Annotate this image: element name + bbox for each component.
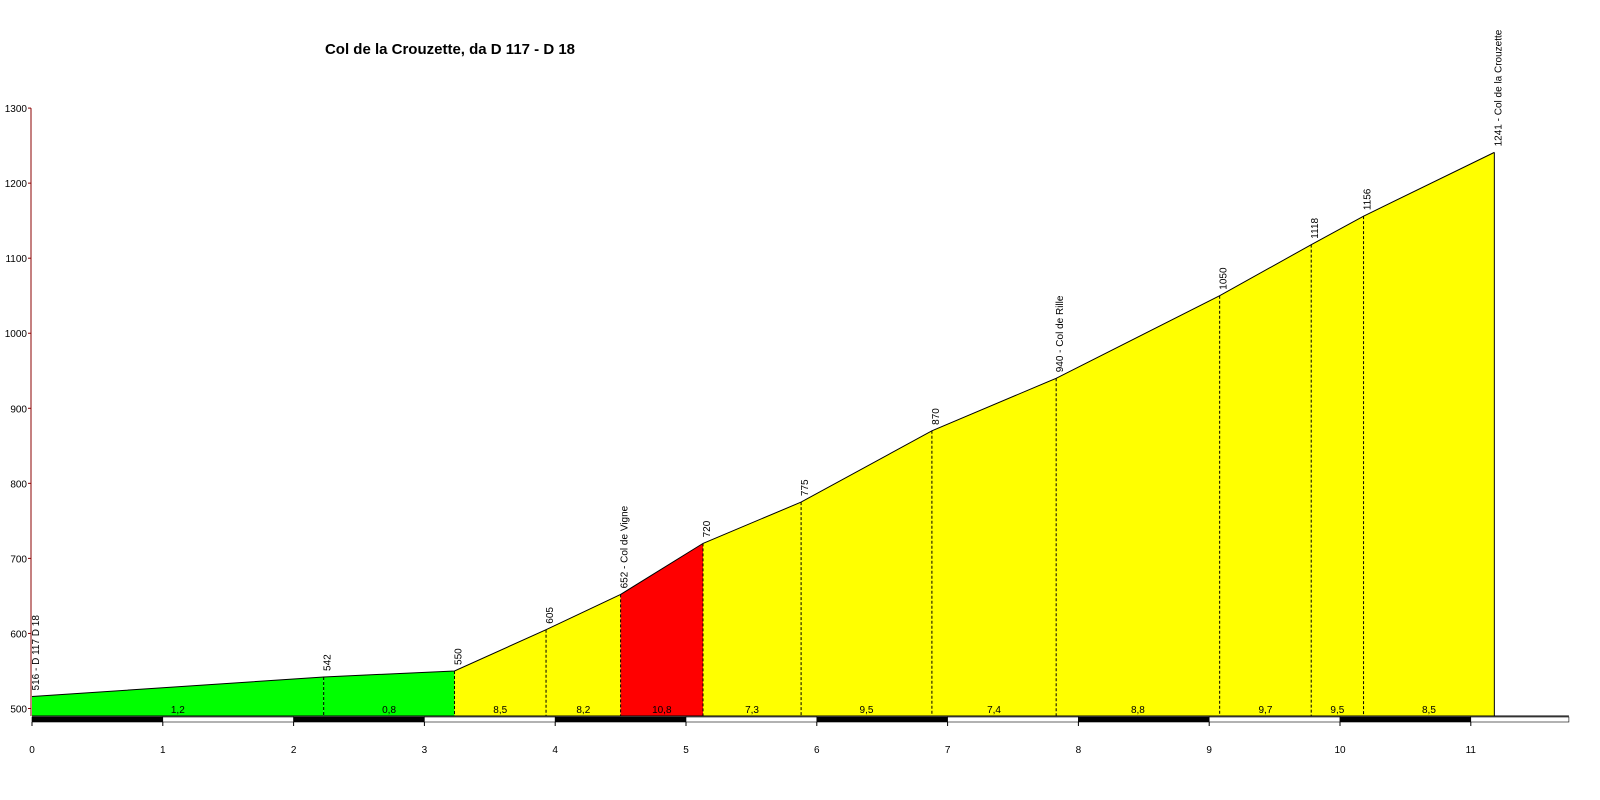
scale-bar-block	[1208, 716, 1341, 723]
km-scale-bar	[31, 716, 1570, 723]
scale-bar-block	[31, 716, 164, 723]
segment-area	[1311, 216, 1364, 717]
scale-bar-block	[1078, 716, 1210, 723]
x-tick-label: 11	[1466, 745, 1477, 756]
gradient-label: 8,5	[1422, 705, 1436, 716]
scale-bar-block	[554, 716, 687, 723]
segment-area	[801, 430, 932, 716]
gradient-segments	[32, 152, 1495, 717]
x-tick-label: 10	[1334, 745, 1346, 756]
scale-bar-block	[293, 716, 425, 723]
gradient-label: 9,5	[860, 705, 874, 716]
scale-bar-block	[424, 716, 556, 723]
waypoint-label: 940 - Col de Rille	[1055, 295, 1066, 372]
scale-bar-block	[1470, 716, 1570, 723]
y-tick-label: 900	[10, 404, 27, 415]
segment-area	[454, 629, 547, 716]
gradient-label: 7,4	[987, 705, 1001, 716]
scale-bar-block	[685, 716, 818, 723]
waypoint-label: 550	[453, 648, 464, 665]
gradient-label: 7,3	[745, 705, 759, 716]
x-tick-label: 1	[160, 745, 166, 756]
waypoint-label: 605	[545, 607, 556, 624]
y-tick-label: 500	[10, 704, 27, 715]
scale-bar-block	[947, 716, 1079, 723]
segment-area	[1219, 244, 1312, 716]
profile-line	[31, 151, 1495, 697]
gradient-label: 9,7	[1258, 705, 1272, 716]
y-tick-label: 1200	[5, 179, 28, 190]
gradient-labels: 1,2 0,8 8,5 8,2 10,8 7,3 9,5 7,4 8,8 9,7 9,5 8,5	[171, 705, 1436, 716]
y-tick-label: 1300	[5, 104, 28, 115]
segment-area	[1056, 295, 1220, 716]
x-tick-label: 5	[683, 745, 689, 756]
x-tick-label: 4	[552, 745, 558, 756]
gradient-label: 8,8	[1131, 705, 1145, 716]
waypoint-label: 1050	[1219, 267, 1230, 290]
gradient-label: 1,2	[171, 705, 185, 716]
waypoint-label: 542	[323, 654, 334, 671]
profile-outline	[31, 151, 1495, 716]
segment-area	[32, 676, 324, 716]
gradient-label: 8,2	[576, 705, 590, 716]
gradient-label: 8,5	[493, 705, 507, 716]
waypoint-label: 652 - Col de Vigne	[620, 505, 631, 588]
scale-bar-block	[1339, 716, 1472, 723]
x-tick-label: 3	[422, 745, 428, 756]
x-tick-label: 0	[29, 745, 35, 756]
y-tick-label: 1000	[5, 329, 28, 340]
waypoint-label: 1118	[1310, 217, 1321, 238]
x-axis-ticks: 0 1 2 3 4 5 6 7 8 9 10 11	[29, 722, 1476, 756]
segment-area	[323, 670, 455, 716]
axes	[30, 108, 1569, 717]
scale-bar-block	[816, 716, 948, 723]
waypoint-labels: 516 - D 117 D 18 542 550 605 652 - Col de Vi…	[31, 29, 1504, 690]
y-axis-ticks: 500 600 700 800 900 1000 1100 1200 1300	[5, 104, 31, 715]
x-tick-label: 8	[1076, 745, 1082, 756]
segment-area	[1363, 152, 1495, 716]
x-tick-label: 9	[1206, 745, 1212, 756]
x-tick-label: 7	[945, 745, 951, 756]
gradient-label: 10,8	[652, 705, 672, 716]
segment-area	[620, 543, 704, 716]
x-tick-label: 2	[291, 745, 297, 756]
scale-bar-block	[162, 716, 294, 723]
chart-title: Col de la Crouzette, da D 117 - D 18	[325, 41, 575, 58]
y-tick-label: 600	[10, 629, 27, 640]
waypoint-label: 1241 - Col de la Crouzette	[1493, 29, 1504, 146]
waypoint-label: 1156	[1363, 188, 1374, 210]
y-tick-label: 1100	[5, 254, 27, 265]
waypoint-label: 775	[800, 479, 811, 496]
x-tick-label: 6	[814, 745, 820, 756]
waypoint-label: 870	[931, 408, 942, 425]
segment-area	[546, 594, 621, 716]
gradient-label: 9,5	[1330, 705, 1344, 716]
segment-area	[703, 502, 802, 716]
gradient-label: 0,8	[382, 705, 396, 716]
waypoint-label: 720	[702, 520, 713, 537]
y-tick-label: 800	[10, 479, 27, 490]
y-tick-label: 700	[10, 554, 27, 565]
waypoint-label: 516 - D 117 D 18	[31, 615, 42, 691]
segment-area	[931, 378, 1057, 716]
waypoint-dashed-lines	[323, 216, 1365, 716]
